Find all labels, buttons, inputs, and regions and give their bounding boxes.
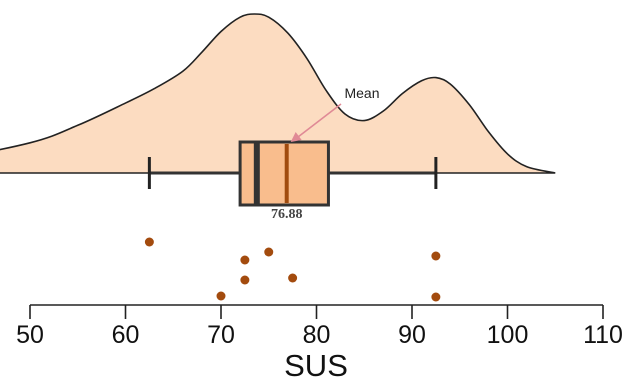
data-point bbox=[431, 251, 441, 261]
x-tick-label: 60 bbox=[112, 321, 140, 349]
x-tick-label: 100 bbox=[487, 321, 529, 349]
x-tick-label: 50 bbox=[16, 321, 44, 349]
data-point bbox=[240, 255, 250, 265]
data-points bbox=[144, 237, 441, 302]
data-point bbox=[240, 275, 250, 285]
x-tick-label: 80 bbox=[303, 321, 331, 349]
mean-value-label: 76.88 bbox=[271, 207, 303, 222]
mean-annotation-label: Mean bbox=[344, 85, 379, 101]
x-axis-title: SUS bbox=[284, 348, 348, 378]
x-tick-label: 110 bbox=[583, 321, 623, 349]
mean-annotation-arrow bbox=[296, 103, 342, 139]
x-tick-label: 90 bbox=[398, 321, 426, 349]
x-axis-ticks: 50 60 70 80 90 100 110 bbox=[16, 305, 623, 349]
density-curve bbox=[0, 13, 556, 174]
mean-annotation-arrowhead bbox=[290, 131, 302, 142]
data-point bbox=[216, 291, 226, 301]
data-point bbox=[288, 273, 298, 283]
data-point bbox=[144, 237, 154, 247]
x-tick-label: 70 bbox=[207, 321, 235, 349]
iqr-box bbox=[238, 140, 330, 207]
data-point bbox=[431, 292, 441, 302]
data-point bbox=[264, 247, 274, 257]
